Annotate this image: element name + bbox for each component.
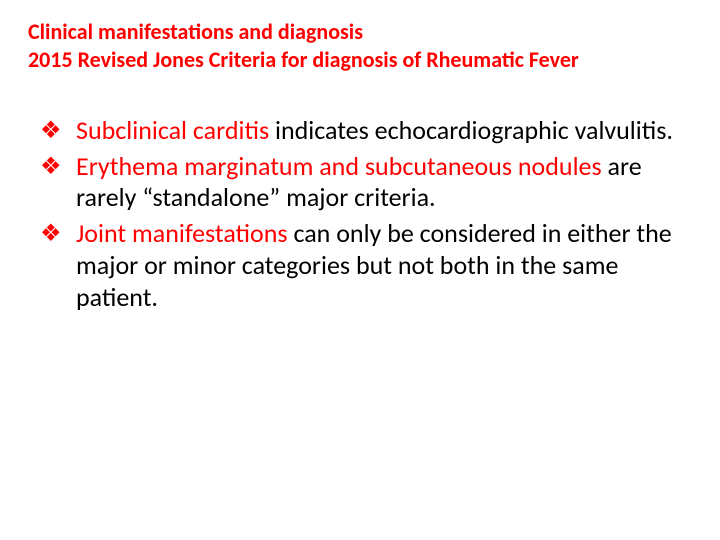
slide-heading: Clinical manifestations and diagnosis 20… [28,18,692,73]
slide-container: Clinical manifestations and diagnosis 20… [0,0,720,540]
term-text: Joint manifestations [76,217,293,249]
heading-line-2: 2015 Revised Jones Criteria for diagnosi… [28,46,579,73]
rest-text: indicates echocardiographic valvulitis. [275,114,673,146]
term-text: Subclinical carditis [76,114,275,146]
list-item: Joint manifestations can only be conside… [40,218,692,313]
list-item: Erythema marginatum and subcutaneous nod… [40,151,692,214]
term-text: Erythema marginatum and subcutaneous nod… [76,150,608,182]
bullet-list: Subclinical carditis indicates echocardi… [28,115,692,313]
heading-line-1: Clinical manifestations and diagnosis [28,18,363,45]
list-item: Subclinical carditis indicates echocardi… [40,115,692,147]
